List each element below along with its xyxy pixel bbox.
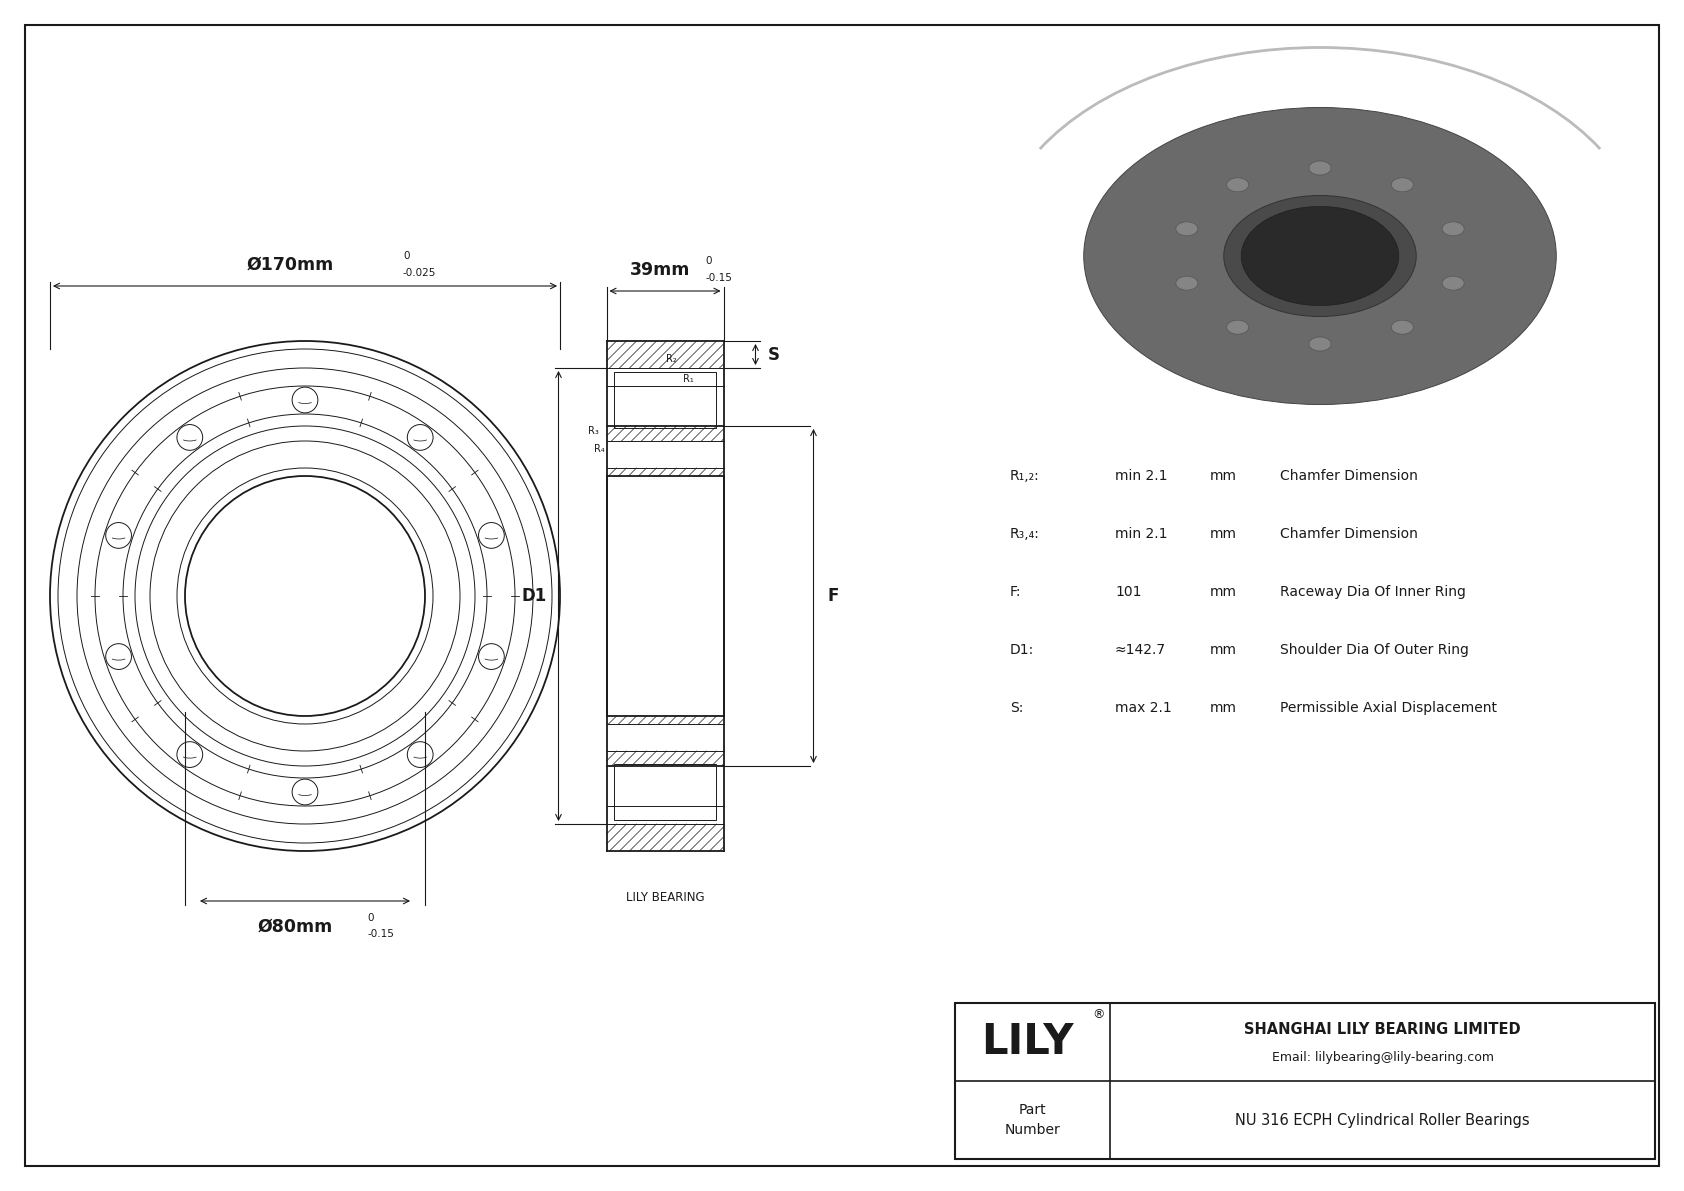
- Text: Email: lilybearing@lily-bearing.com: Email: lilybearing@lily-bearing.com: [1271, 1052, 1494, 1065]
- Text: R₂: R₂: [665, 354, 677, 364]
- Text: R₄: R₄: [594, 444, 605, 454]
- Ellipse shape: [1442, 222, 1463, 236]
- Ellipse shape: [1442, 276, 1463, 291]
- Ellipse shape: [1391, 177, 1413, 192]
- Text: R₁: R₁: [684, 374, 694, 384]
- Text: Chamfer Dimension: Chamfer Dimension: [1280, 469, 1418, 484]
- Ellipse shape: [1241, 206, 1399, 306]
- Text: mm: mm: [1211, 585, 1238, 599]
- Text: 0: 0: [706, 256, 712, 266]
- Text: 0: 0: [402, 251, 409, 261]
- Ellipse shape: [1224, 177, 1416, 299]
- Ellipse shape: [1084, 107, 1556, 405]
- Text: NU 316 ECPH Cylindrical Roller Bearings: NU 316 ECPH Cylindrical Roller Bearings: [1234, 1112, 1529, 1128]
- Text: Raceway Dia Of Inner Ring: Raceway Dia Of Inner Ring: [1280, 585, 1465, 599]
- Text: SHANGHAI LILY BEARING LIMITED: SHANGHAI LILY BEARING LIMITED: [1244, 1022, 1521, 1036]
- Text: Ø170mm: Ø170mm: [246, 256, 333, 274]
- Text: -0.15: -0.15: [706, 273, 733, 283]
- Text: R₃: R₃: [588, 426, 598, 436]
- Text: LILY: LILY: [982, 1021, 1074, 1064]
- Ellipse shape: [1308, 337, 1330, 351]
- Text: -0.15: -0.15: [367, 929, 394, 939]
- Text: LILY BEARING: LILY BEARING: [626, 891, 704, 904]
- Ellipse shape: [1145, 127, 1495, 348]
- Text: mm: mm: [1211, 526, 1238, 541]
- Text: Chamfer Dimension: Chamfer Dimension: [1280, 526, 1418, 541]
- Text: ≈142.7: ≈142.7: [1115, 643, 1165, 657]
- Ellipse shape: [1224, 195, 1416, 317]
- Text: mm: mm: [1211, 701, 1238, 715]
- Text: Permissible Axial Displacement: Permissible Axial Displacement: [1280, 701, 1497, 715]
- Text: 101: 101: [1115, 585, 1142, 599]
- Text: R₁,₂:: R₁,₂:: [1010, 469, 1039, 484]
- Text: Shoulder Dia Of Outer Ring: Shoulder Dia Of Outer Ring: [1280, 643, 1468, 657]
- Text: mm: mm: [1211, 469, 1238, 484]
- Text: 39mm: 39mm: [630, 261, 690, 279]
- Text: S:: S:: [1010, 701, 1024, 715]
- Text: R₃,₄:: R₃,₄:: [1010, 526, 1041, 541]
- Ellipse shape: [1175, 222, 1197, 236]
- Text: -0.025: -0.025: [402, 268, 436, 278]
- Text: max 2.1: max 2.1: [1115, 701, 1172, 715]
- Text: ®: ®: [1093, 1009, 1105, 1022]
- Text: F: F: [827, 587, 839, 605]
- Text: D1:: D1:: [1010, 643, 1034, 657]
- Text: mm: mm: [1211, 643, 1238, 657]
- Text: 0: 0: [367, 913, 374, 923]
- Ellipse shape: [1226, 320, 1250, 335]
- Text: min 2.1: min 2.1: [1115, 526, 1167, 541]
- Ellipse shape: [1308, 161, 1330, 175]
- Ellipse shape: [1391, 320, 1413, 335]
- Text: S: S: [768, 345, 780, 363]
- Text: Ø80mm: Ø80mm: [258, 918, 333, 936]
- Text: D1: D1: [522, 587, 547, 605]
- Text: min 2.1: min 2.1: [1115, 469, 1167, 484]
- Text: F:: F:: [1010, 585, 1022, 599]
- Text: Part
Number: Part Number: [1005, 1103, 1061, 1136]
- Ellipse shape: [1226, 177, 1250, 192]
- Ellipse shape: [1175, 276, 1197, 291]
- Ellipse shape: [1145, 146, 1495, 366]
